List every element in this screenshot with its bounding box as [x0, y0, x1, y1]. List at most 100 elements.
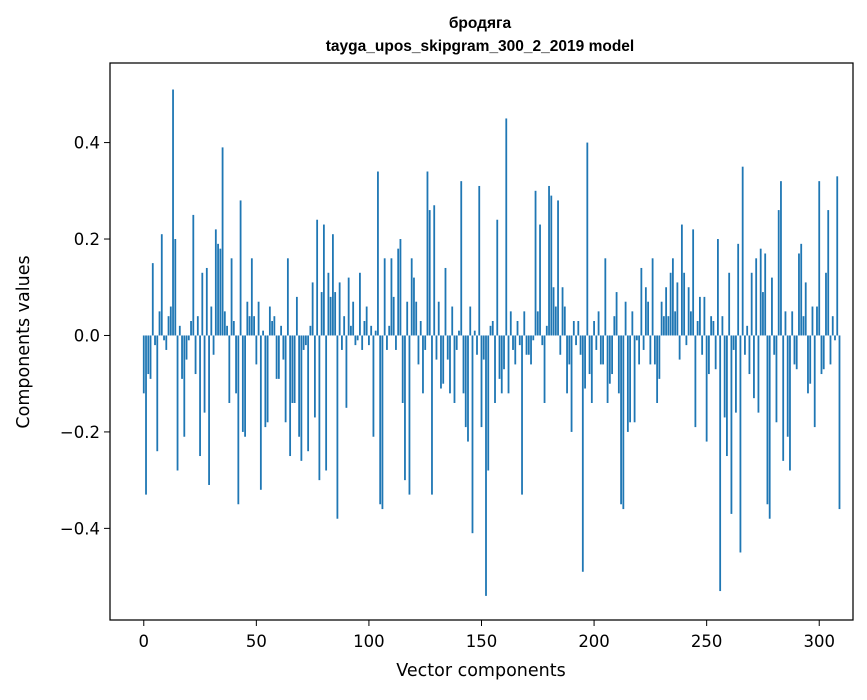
bar-component-209: [613, 316, 616, 336]
bar-component-194: [579, 335, 582, 355]
bar-component-125: [424, 335, 427, 350]
y-tick-label: 0.4: [74, 134, 100, 153]
bar-component-294: [804, 282, 807, 336]
bar-component-92: [350, 325, 352, 336]
bar-component-263: [735, 335, 737, 413]
bar-component-243: [689, 311, 692, 336]
bar-component-29: [208, 335, 210, 485]
bar-component-192: [575, 335, 577, 346]
bar-component-96: [359, 272, 361, 336]
bar-component-234: [669, 272, 672, 336]
bar-component-40: [232, 321, 235, 336]
bar-component-20: [187, 335, 190, 341]
bar-component-18: [183, 335, 186, 437]
bar-component-39: [230, 258, 233, 336]
bar-component-204: [602, 335, 604, 365]
bar-component-152: [485, 335, 487, 596]
bar-component-141: [460, 181, 463, 336]
bar-component-241: [685, 335, 688, 346]
bar-component-198: [588, 335, 591, 375]
bar-component-82: [327, 272, 330, 336]
bar-component-273: [757, 335, 760, 413]
bar-component-168: [521, 335, 523, 495]
bar-component-167: [518, 335, 521, 346]
bar-component-147: [473, 330, 476, 336]
bar-component-305: [829, 335, 832, 365]
bar-component-112: [395, 335, 397, 350]
bar-component-247: [699, 296, 701, 336]
bar-component-245: [694, 335, 697, 428]
bar-component-63: [284, 335, 287, 423]
bar-component-117: [406, 301, 409, 336]
bar-component-13: [172, 89, 174, 336]
bar-component-287: [789, 335, 791, 471]
bar-component-0: [142, 335, 145, 394]
bar-component-146: [471, 335, 474, 534]
bar-component-120: [413, 277, 415, 336]
bar-component-59: [275, 335, 278, 379]
bar-component-90: [345, 335, 348, 408]
bar-component-100: [368, 335, 370, 346]
bar-component-103: [374, 330, 377, 336]
bar-component-269: [748, 335, 751, 375]
bar-component-5: [154, 335, 156, 346]
bar-component-224: [647, 301, 650, 336]
bar-component-31: [212, 335, 215, 355]
bar-component-181: [550, 195, 553, 336]
bar-component-301: [820, 335, 823, 375]
bar-component-300: [818, 181, 821, 336]
chart-title-line-2: tayga_upos_skipgram_300_2_2019 model: [326, 38, 634, 55]
bar-component-108: [386, 335, 388, 350]
bar-component-119: [410, 258, 413, 336]
bar-component-170: [525, 335, 528, 355]
bar-component-288: [791, 311, 794, 336]
bar-component-124: [422, 335, 424, 394]
bar-component-127: [428, 210, 431, 336]
bar-component-223: [644, 287, 647, 336]
bar-component-254: [714, 335, 717, 370]
bar-component-302: [822, 335, 825, 370]
bar-component-142: [462, 335, 465, 394]
bar-component-54: [264, 335, 267, 428]
bar-component-186: [561, 287, 564, 336]
y-tick-label: −0.2: [60, 423, 100, 442]
bar-component-248: [701, 335, 704, 355]
bar-component-169: [523, 311, 526, 336]
bar-component-44: [241, 335, 244, 432]
bar-component-32: [214, 229, 217, 336]
bar-component-69: [298, 335, 301, 437]
x-tick-label: 300: [803, 632, 835, 651]
bar-component-55: [266, 335, 269, 423]
bar-component-74: [309, 325, 312, 336]
bar-component-283: [780, 181, 782, 336]
bar-component-83: [329, 296, 332, 336]
bar-component-155: [491, 321, 494, 336]
bars: [142, 89, 841, 596]
bar-component-183: [554, 306, 557, 336]
bar-component-11: [167, 316, 170, 336]
bar-component-42: [237, 335, 240, 505]
bar-component-233: [667, 316, 670, 336]
bar-component-272: [755, 258, 758, 336]
bar-component-45: [244, 335, 246, 437]
bar-component-215: [626, 335, 629, 432]
bar-component-26: [201, 272, 204, 336]
bar-component-43: [239, 200, 242, 336]
bar-component-268: [746, 325, 749, 336]
bar-component-101: [370, 325, 373, 336]
bar-component-27: [203, 335, 206, 413]
bar-component-289: [793, 335, 796, 365]
bar-component-231: [662, 316, 665, 336]
bar-component-14: [174, 239, 177, 336]
bar-component-150: [480, 335, 483, 428]
bar-component-94: [354, 335, 357, 346]
y-tick-label: 0.2: [74, 230, 100, 249]
bar-component-166: [516, 321, 519, 336]
bar-component-89: [343, 316, 346, 336]
bar-component-179: [545, 325, 548, 336]
bar-component-113: [397, 248, 400, 336]
bar-component-217: [631, 311, 634, 336]
bar-component-57: [271, 321, 274, 336]
bar-component-165: [514, 335, 517, 365]
bar-component-4: [151, 263, 154, 336]
